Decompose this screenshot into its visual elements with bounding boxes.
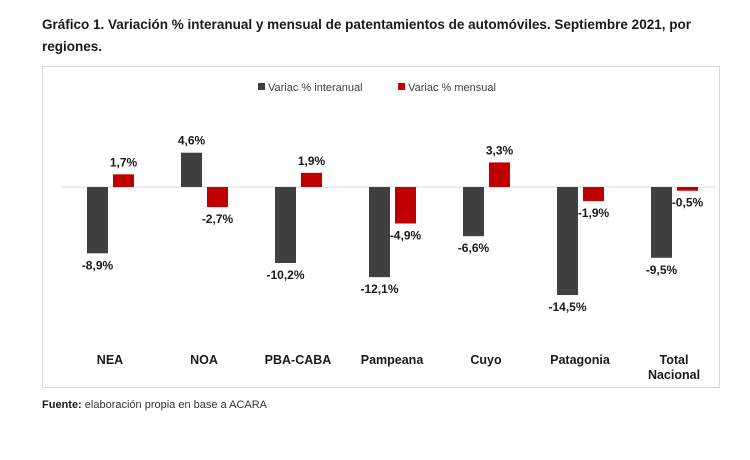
bar-interanual — [181, 152, 202, 187]
bar-mensual — [301, 172, 322, 187]
data-label: 1,9% — [298, 154, 326, 168]
bar-interanual — [369, 187, 390, 278]
bar-mensual — [677, 187, 698, 191]
legend-swatch-1 — [398, 83, 406, 90]
data-label: -4,9% — [390, 229, 422, 243]
data-label: 4,6% — [178, 134, 206, 148]
data-label: -1,9% — [578, 206, 610, 220]
category-label: Cuyo — [470, 353, 502, 367]
data-label: -9,5% — [646, 263, 678, 277]
bar-interanual — [557, 187, 578, 296]
data-label: -6,6% — [458, 241, 490, 255]
bar-interanual — [275, 187, 296, 263]
data-label: -12,1% — [360, 282, 398, 296]
bar-mensual — [395, 187, 416, 224]
bar-mensual — [489, 162, 510, 187]
data-label: 1,7% — [110, 155, 138, 169]
data-label: -8,9% — [82, 258, 114, 272]
data-label: -0,5% — [672, 196, 704, 210]
category-label: Pampeana — [361, 353, 425, 367]
category-label: NEA — [97, 353, 123, 367]
bar-mensual — [583, 187, 604, 202]
data-label: -2,7% — [202, 212, 234, 226]
data-label: -14,5% — [548, 300, 586, 314]
category-label: PBA-CABA — [265, 353, 332, 367]
category-label: Nacional — [648, 368, 700, 382]
bar-interanual — [463, 187, 484, 237]
category-label: Patagonia — [550, 353, 611, 367]
legend-label-1: Variac % mensual — [408, 82, 496, 94]
bar-interanual — [87, 187, 108, 254]
chart-frame — [42, 66, 720, 388]
data-label: -10,2% — [266, 268, 304, 282]
bar-mensual — [113, 174, 134, 187]
legend-swatch-0 — [258, 83, 265, 90]
data-label: 3,3% — [486, 143, 514, 157]
category-label: NOA — [190, 353, 218, 367]
bar-mensual — [207, 187, 228, 208]
legend-label-0: Variac % interanual — [268, 82, 363, 94]
chart-title: Gráfico 1. Variación % interanual y mens… — [42, 17, 691, 54]
category-label: Total — [660, 353, 689, 367]
source-note: Fuente: elaboración propia en base a ACA… — [42, 399, 267, 411]
source-text: elaboración propia en base a ACARA — [81, 399, 268, 411]
source-label: Fuente: — [42, 399, 82, 411]
bar-interanual — [651, 187, 672, 258]
